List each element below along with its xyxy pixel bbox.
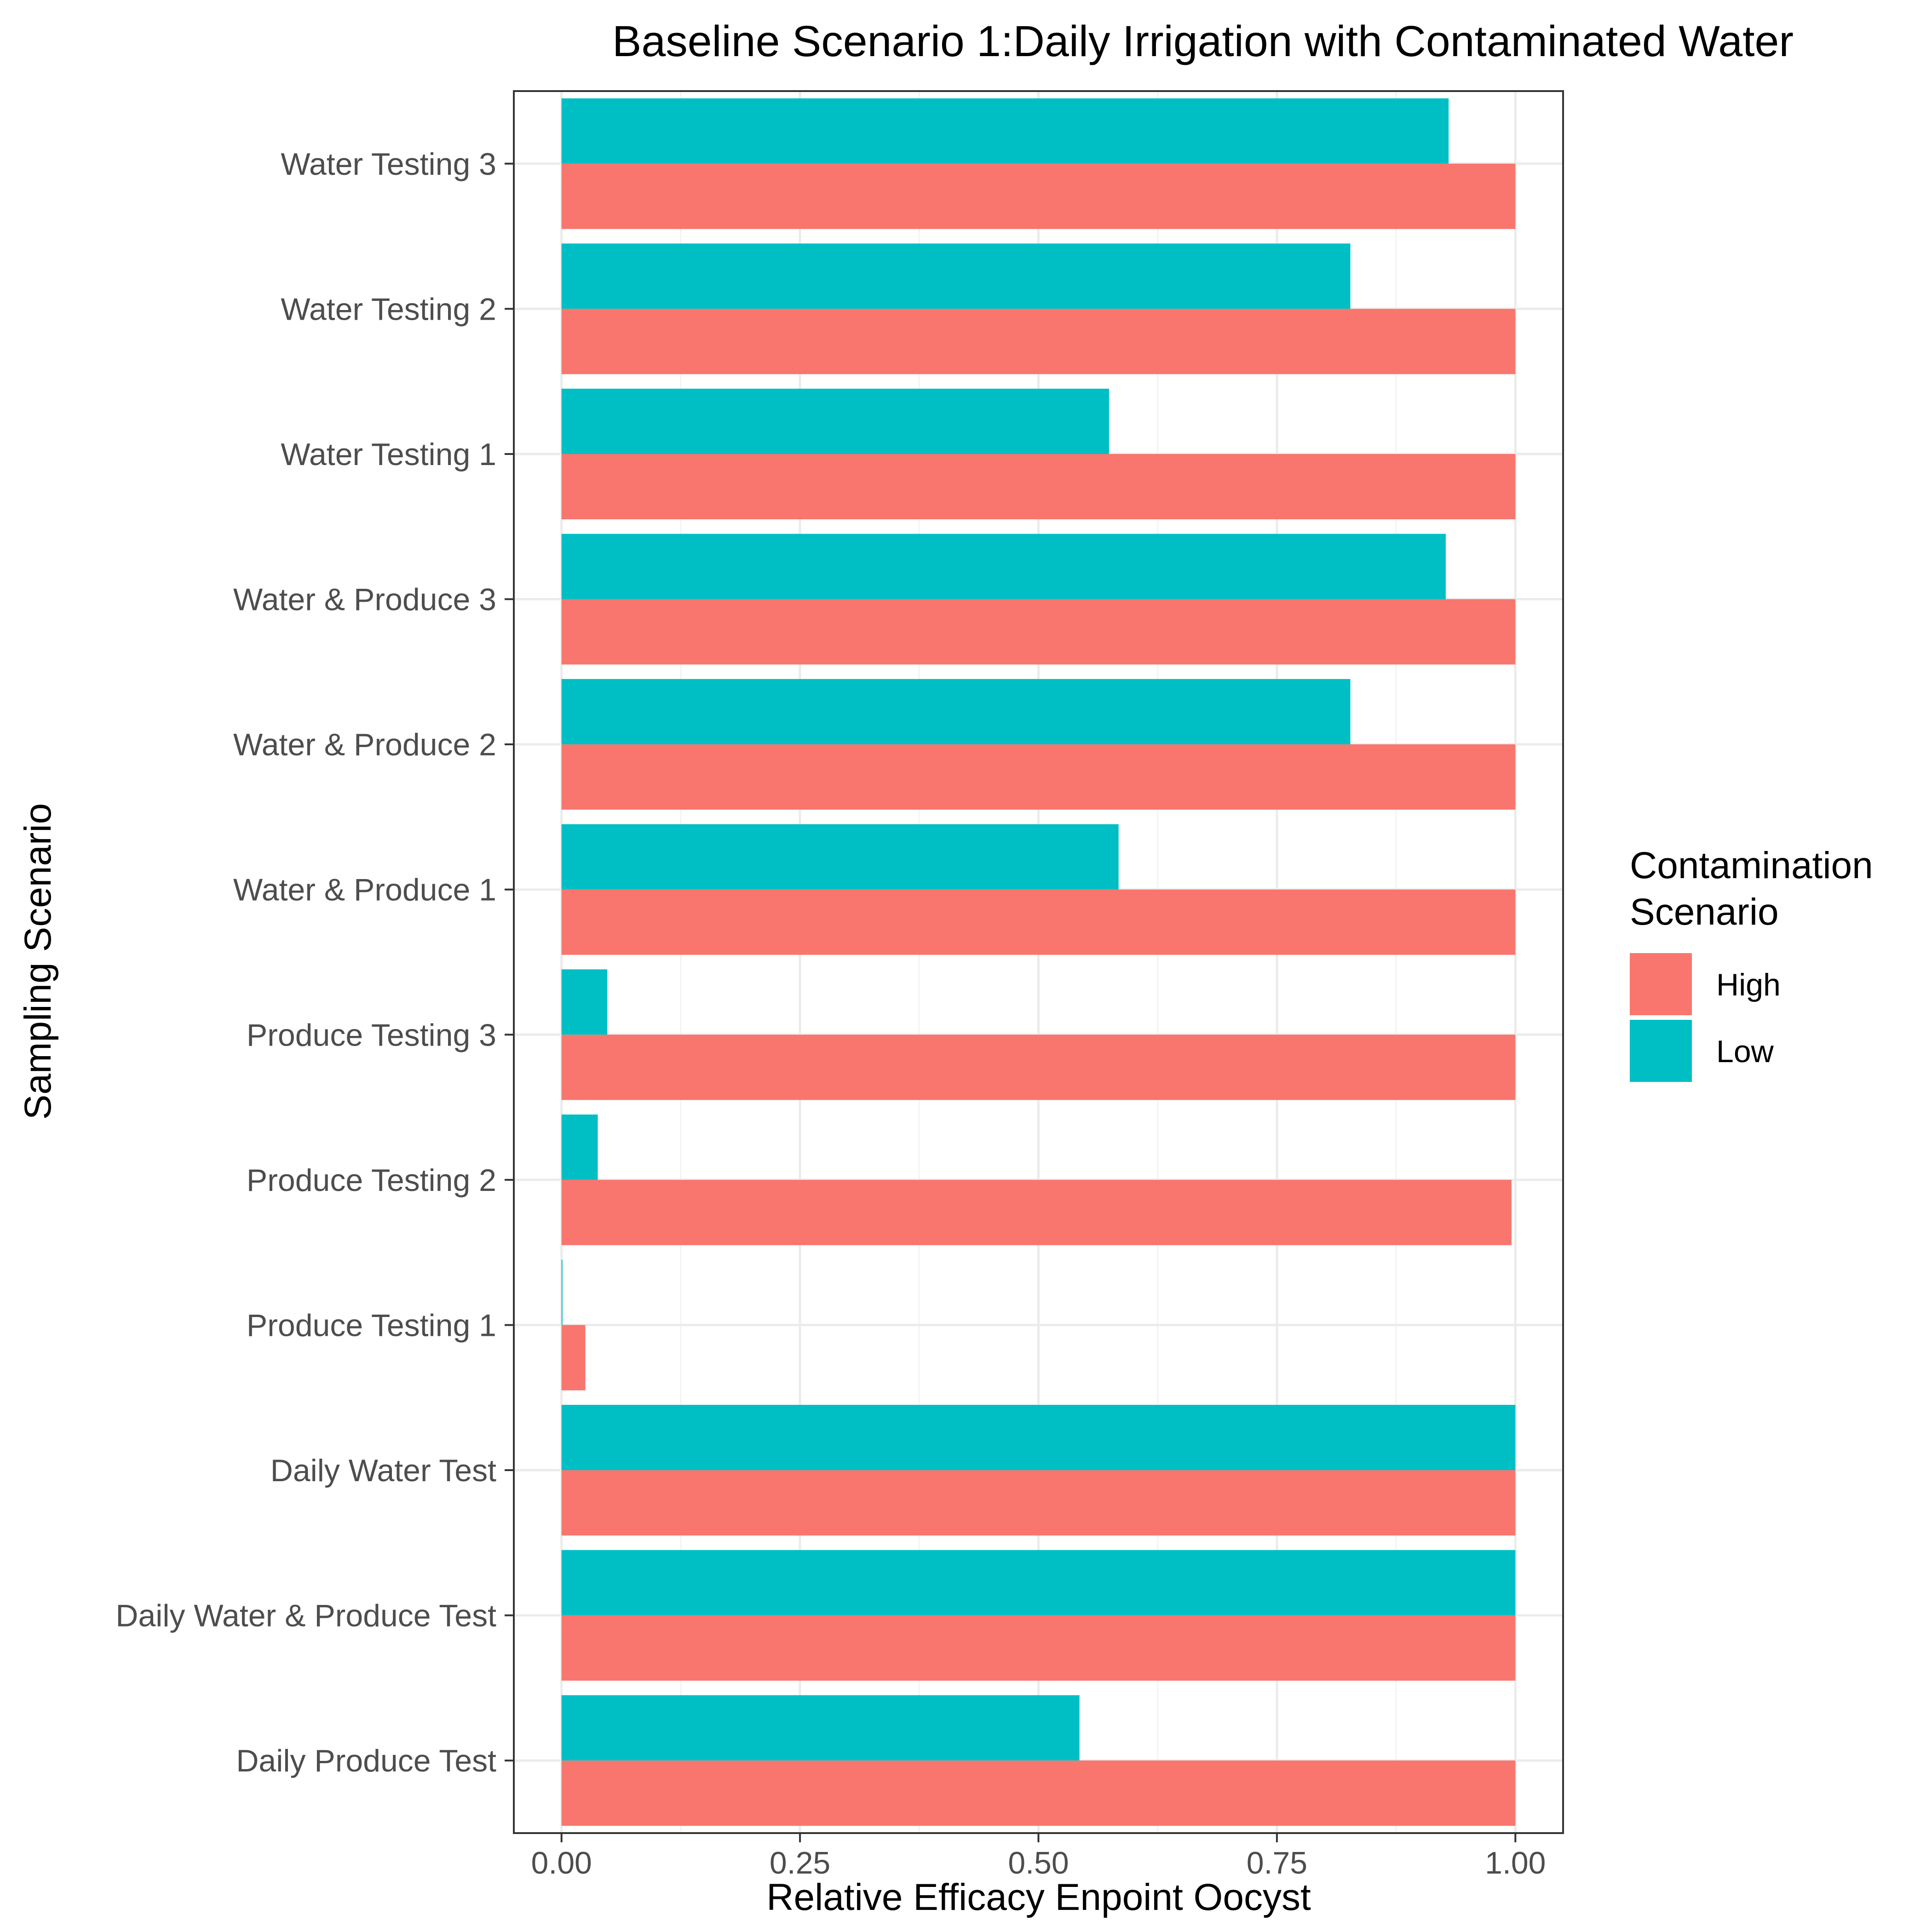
bar-high-daily-water-produce-test bbox=[561, 1615, 1516, 1681]
x-tick-label: 0.75 bbox=[1247, 1846, 1307, 1880]
y-tick-label: Daily Water & Produce Test bbox=[115, 1598, 496, 1633]
bar-low-produce-testing-2 bbox=[561, 1114, 598, 1180]
bar-low-daily-water-test bbox=[561, 1405, 1516, 1471]
x-tick-label: 0.25 bbox=[770, 1846, 830, 1880]
y-tick-label: Daily Produce Test bbox=[236, 1743, 496, 1778]
bar-low-produce-testing-1 bbox=[561, 1259, 563, 1325]
bar-low-water-testing-3 bbox=[561, 98, 1449, 164]
y-axis-title: Sampling Scenario bbox=[17, 803, 59, 1120]
legend-title: Contamination bbox=[1630, 845, 1873, 886]
legend-label-low: Low bbox=[1716, 1034, 1774, 1069]
y-tick-label: Produce Testing 2 bbox=[247, 1163, 496, 1198]
x-tick-label: 0.50 bbox=[1008, 1846, 1069, 1880]
bar-high-produce-testing-1 bbox=[561, 1325, 586, 1391]
bar-low-water-produce-1 bbox=[561, 824, 1119, 890]
bar-high-produce-testing-2 bbox=[561, 1179, 1512, 1245]
legend-key-low bbox=[1630, 1020, 1692, 1082]
bar-high-daily-produce-test bbox=[561, 1760, 1516, 1826]
chart-title: Baseline Scenario 1:Daily Irrigation wit… bbox=[612, 17, 1794, 66]
y-tick-label: Produce Testing 3 bbox=[247, 1018, 496, 1052]
bars bbox=[561, 98, 1516, 1826]
legend-title: Scenario bbox=[1630, 891, 1779, 933]
bar-low-water-testing-1 bbox=[561, 388, 1109, 454]
bar-low-water-testing-2 bbox=[561, 243, 1351, 309]
bar-high-produce-testing-3 bbox=[561, 1035, 1516, 1100]
bar-high-water-testing-2 bbox=[561, 309, 1516, 374]
y-tick-label: Water Testing 3 bbox=[281, 147, 496, 182]
bar-high-water-produce-2 bbox=[561, 744, 1516, 810]
y-tick-label: Produce Testing 1 bbox=[247, 1308, 496, 1343]
bar-high-water-testing-3 bbox=[561, 163, 1516, 229]
y-tick-label: Water Testing 2 bbox=[281, 292, 496, 327]
bar-low-daily-produce-test bbox=[561, 1695, 1080, 1761]
legend: Contamination Scenario High Low bbox=[1630, 845, 1873, 1082]
bar-low-water-produce-3 bbox=[561, 534, 1446, 599]
bar-high-daily-water-test bbox=[561, 1470, 1516, 1536]
y-tick-label: Daily Water Test bbox=[270, 1453, 496, 1488]
bar-low-produce-testing-3 bbox=[561, 969, 608, 1035]
x-tick-label: 0.00 bbox=[531, 1846, 592, 1880]
y-tick-label: Water & Produce 1 bbox=[233, 873, 496, 908]
bar-high-water-testing-1 bbox=[561, 454, 1516, 519]
x-axis-title: Relative Efficacy Enpoint Oocyst bbox=[766, 1876, 1311, 1918]
legend-label-high: High bbox=[1716, 967, 1781, 1002]
bar-low-daily-water-produce-test bbox=[561, 1550, 1516, 1616]
bar-high-water-produce-3 bbox=[561, 599, 1516, 665]
x-tick-label: 1.00 bbox=[1485, 1846, 1546, 1880]
y-tick-label: Water & Produce 2 bbox=[233, 727, 496, 762]
bar-low-water-produce-2 bbox=[561, 679, 1351, 745]
legend-key-high bbox=[1630, 953, 1692, 1015]
x-axis: 0.00 0.25 0.50 0.75 1.00 bbox=[531, 1833, 1546, 1880]
bar-high-water-produce-1 bbox=[561, 889, 1516, 955]
y-tick-label: Water Testing 1 bbox=[281, 437, 496, 472]
y-tick-label: Water & Produce 3 bbox=[233, 582, 496, 617]
y-axis: Daily Produce Test Daily Water & Produce … bbox=[115, 147, 514, 1778]
